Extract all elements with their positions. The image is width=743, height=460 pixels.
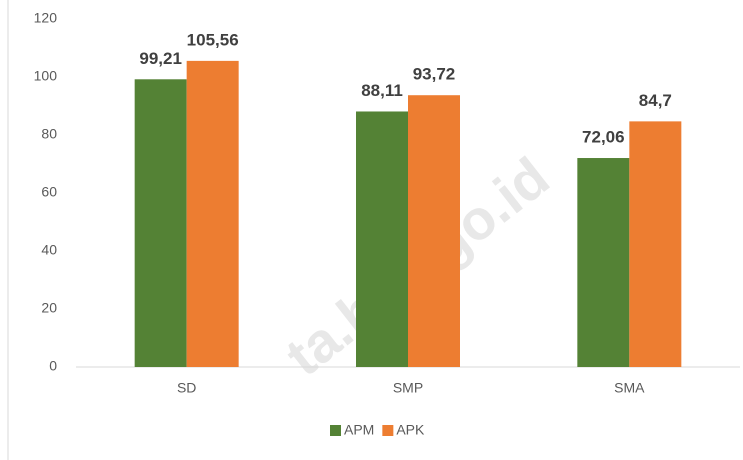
bar xyxy=(186,60,239,367)
y-tick-label: 80 xyxy=(41,126,57,142)
bar xyxy=(134,79,187,367)
bar xyxy=(577,158,630,367)
value-label: 105,56 xyxy=(187,30,239,49)
x-tick-label: SD xyxy=(177,380,196,396)
legend-swatch xyxy=(330,425,341,436)
y-tick-label: 0 xyxy=(49,358,57,374)
y-tick-label: 60 xyxy=(41,184,57,200)
y-tick-label: 100 xyxy=(34,68,58,84)
x-tick-label: SMA xyxy=(614,380,645,396)
y-tick-label: 40 xyxy=(41,242,57,258)
y-tick-label: 20 xyxy=(41,300,57,316)
x-tick-label: SMP xyxy=(393,380,423,396)
value-label: 72,06 xyxy=(582,128,625,147)
value-label: 84,7 xyxy=(639,91,672,110)
legend-label: APK xyxy=(396,422,425,438)
value-label: 99,21 xyxy=(139,49,182,68)
y-tick-label: 120 xyxy=(34,10,58,26)
value-label: 88,11 xyxy=(361,81,403,100)
bar xyxy=(629,121,682,368)
value-label: 93,72 xyxy=(413,65,456,84)
bar xyxy=(356,111,408,367)
legend-swatch xyxy=(382,425,394,436)
legend-label: APM xyxy=(344,422,374,438)
bar xyxy=(408,95,460,367)
